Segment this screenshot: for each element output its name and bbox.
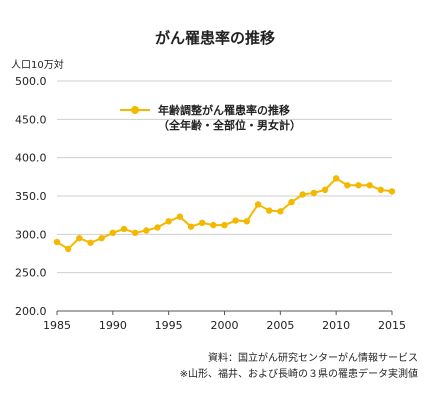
data-point — [64, 245, 72, 253]
y-tick-label: 300.0 — [15, 228, 47, 241]
data-point — [332, 175, 340, 182]
x-tick-label: 1990 — [99, 319, 127, 332]
data-point — [243, 218, 251, 225]
data-point — [355, 182, 362, 189]
source-note: 資料：国立がん研究センターがん情報サービス ※山形、福井、および長崎の３県の罹患… — [180, 351, 418, 383]
data-point — [165, 218, 172, 225]
data-point — [321, 186, 329, 194]
data-point — [366, 182, 373, 189]
data-point — [154, 224, 161, 231]
data-point — [76, 234, 83, 242]
y-axis-ticks: 200.0 250.0 300.0 350.0 400.0 450.0 500.0 — [15, 75, 47, 318]
data-point — [344, 182, 351, 189]
data-point — [277, 208, 284, 215]
data-point — [98, 234, 105, 242]
legend-sublabel: （全年齢・全部位・男女計） — [158, 118, 301, 132]
data-point — [299, 191, 306, 198]
data-point — [187, 223, 195, 230]
source-line-2: ※山形、福井、および長崎の３県の罹患データ実測値 — [179, 369, 418, 380]
data-point — [377, 186, 385, 194]
data-point — [388, 188, 396, 195]
legend: 年齢調整がん罹患率の推移 （全年齢・全部位・男女計） — [120, 103, 301, 132]
x-tick-label: 1985 — [43, 319, 71, 332]
y-axis-unit-label: 人口10万対 — [11, 60, 64, 71]
y-tick-label: 250.0 — [15, 267, 47, 280]
y-tick-label: 400.0 — [15, 152, 47, 165]
x-tick-label: 2000 — [211, 319, 239, 332]
series-line — [56, 177, 393, 251]
x-tick-label: 2015 — [378, 319, 406, 332]
source-line-1: 資料：国立がん研究センターがん情報サービス — [208, 353, 418, 364]
data-point — [131, 229, 139, 236]
data-point — [254, 201, 262, 208]
chart-title: がん罹患率の推移 — [154, 29, 275, 47]
data-point — [176, 213, 184, 220]
data-point — [310, 189, 318, 197]
y-tick-label: 450.0 — [15, 113, 47, 126]
data-point — [53, 238, 61, 246]
data-point — [120, 225, 128, 233]
legend-marker — [131, 106, 139, 114]
data-point — [210, 221, 217, 229]
data-point — [288, 198, 295, 206]
data-point — [232, 217, 239, 224]
legend-label: 年齢調整がん罹患率の推移 — [158, 103, 290, 117]
y-tick-label: 500.0 — [15, 75, 47, 88]
data-point — [265, 207, 273, 214]
x-tick-label: 2010 — [322, 319, 350, 332]
data-point — [221, 221, 228, 229]
x-tick-label: 1995 — [155, 319, 183, 332]
x-axis-ticks: 1985 1990 1995 2000 2005 2010 2015 — [43, 311, 406, 332]
y-tick-label: 200.0 — [15, 305, 47, 318]
x-tick-label: 2005 — [266, 319, 294, 332]
data-point — [109, 229, 117, 236]
data-point — [143, 227, 150, 234]
series-layer — [53, 175, 396, 253]
data-point — [198, 219, 206, 227]
y-tick-label: 350.0 — [15, 190, 47, 203]
data-point — [87, 239, 94, 246]
